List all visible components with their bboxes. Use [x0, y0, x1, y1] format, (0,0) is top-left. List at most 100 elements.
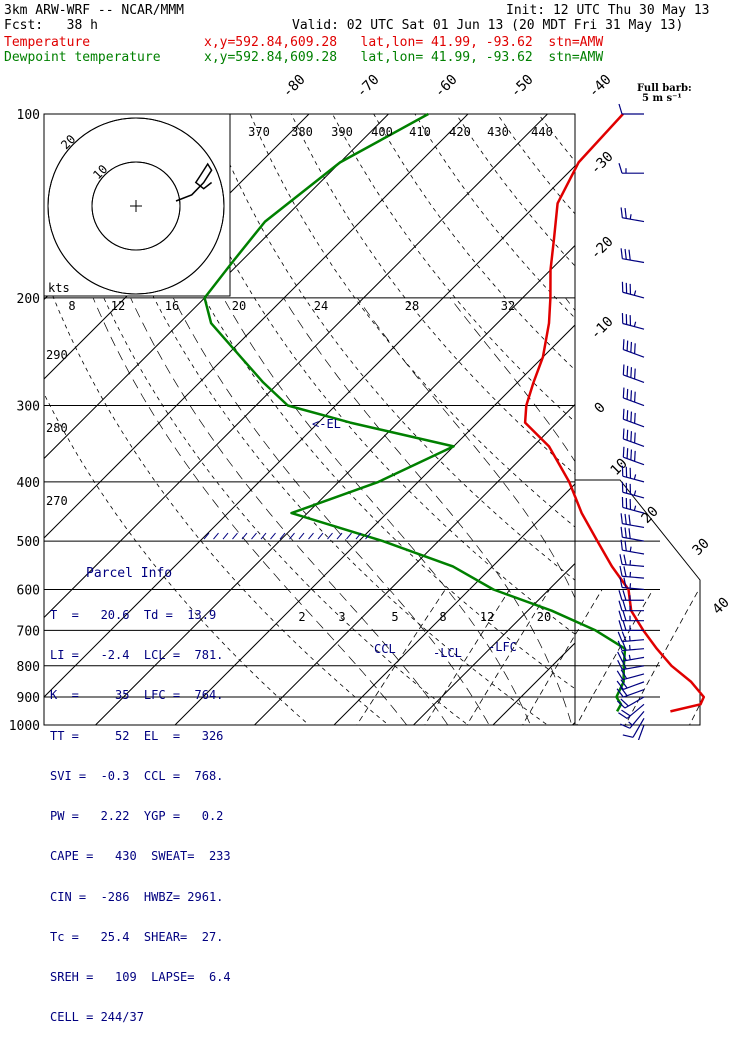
parcel-row: CELL = 244/37	[50, 1011, 231, 1024]
wind-barb	[621, 527, 644, 541]
theta-side-label: 290	[46, 348, 68, 362]
dewpoint-profile	[205, 114, 625, 711]
temperature-tick-label: -10	[588, 314, 617, 343]
pressure-tick-label: 900	[17, 691, 40, 706]
level-barb-tick	[290, 533, 295, 539]
level-barb-tick	[318, 533, 323, 539]
mixing-ratio-label: 20	[537, 610, 551, 624]
temperature-tick-label: -40	[586, 72, 615, 101]
dry-adiabat-line	[662, 114, 740, 738]
level-barb-tick	[233, 533, 238, 539]
isotherm-line	[414, 114, 740, 725]
mixing-ratio-label: 8	[439, 610, 446, 624]
moist-adiabat-line	[284, 298, 576, 738]
wind-barb	[619, 104, 644, 114]
temperature-tick-label: 0	[592, 400, 609, 417]
mixing-ratio-label: 12	[480, 610, 494, 624]
wind-barb	[621, 248, 644, 262]
temperature-tick-label: -30	[588, 149, 617, 178]
level-barb-tick	[309, 533, 314, 539]
theta-side-label: 280	[46, 421, 68, 435]
temperature-tick-label: 30	[690, 536, 713, 559]
moist-adiabat-line	[223, 298, 535, 738]
parcel-row: PW = 2.22 YGP = 0.2	[50, 810, 231, 823]
lcl-annotation: -LCL	[433, 646, 462, 660]
level-barb-tick	[328, 533, 333, 539]
parcel-row: T = 20.6 Td = 13.9	[50, 609, 231, 622]
parcel-row: K = 35 LFC = 764.	[50, 689, 231, 702]
isotherm-line	[573, 114, 740, 725]
mixing-ratio-label: 2	[298, 610, 305, 624]
level-barb-tick	[214, 533, 219, 539]
pressure-tick-label: 1000	[9, 719, 40, 734]
temperature-tick-label: 40	[710, 595, 733, 618]
speed-tick-label: 28	[405, 299, 419, 313]
parcel-info-panel: Parcel Info T = 20.6 Td = 13.9 LI = -2.4…	[50, 540, 231, 1051]
theta-label: 400	[371, 125, 393, 139]
speed-tick-label: 24	[314, 299, 328, 313]
level-barb-tick	[252, 533, 257, 539]
wind-barb	[618, 660, 644, 670]
pressure-tick-label: 400	[17, 476, 40, 491]
theta-label: 430	[487, 125, 509, 139]
ccl-annotation: CCL	[374, 642, 396, 656]
skewt-stage: 3km ARW-WRF -- NCAR/MMM Init: 12 UTC Thu…	[0, 0, 740, 740]
parcel-row: SREH = 109 LAPSE= 6.4	[50, 971, 231, 984]
temperature-profile	[525, 114, 704, 711]
plot-frame-extension	[575, 480, 700, 725]
parcel-row: CIN = -286 HWBZ= 2961.	[50, 891, 231, 904]
parcel-row: LI = -2.4 LCL = 781.	[50, 649, 231, 662]
wind-barb	[623, 428, 644, 446]
pressure-tick-label: 100	[17, 108, 40, 123]
isotherm-line	[493, 114, 740, 725]
speed-tick-label: 12	[111, 299, 125, 313]
wind-barb	[619, 163, 644, 173]
wind-barb	[623, 388, 644, 406]
level-barb-tick	[337, 533, 342, 539]
moist-adiabat-line	[695, 298, 740, 738]
hodograph-units: kts	[48, 281, 70, 295]
dry-adiabat-line	[703, 114, 740, 738]
dry-adiabat-line	[621, 114, 740, 738]
parcel-info-title: Parcel Info	[86, 567, 231, 580]
level-barb-tick	[242, 533, 247, 539]
temperature-tick-label: -60	[432, 72, 461, 101]
temperature-tick-label: -70	[354, 72, 383, 101]
theta-label: 390	[331, 125, 353, 139]
el-annotation: <-EL	[312, 417, 341, 431]
pressure-tick-label: 600	[17, 583, 40, 598]
wind-barb	[622, 282, 644, 298]
parcel-row: CAPE = 430 SWEAT= 233	[50, 850, 231, 863]
wind-barb	[622, 313, 644, 329]
isotherm-line	[652, 114, 740, 725]
isotherm-line	[732, 114, 740, 725]
parcel-row: TT = 52 EL = 326	[50, 730, 231, 743]
series-layer	[205, 114, 704, 711]
level-barb-tick	[271, 533, 276, 539]
theta-label: 420	[449, 125, 471, 139]
temperature-tick-label: -50	[508, 72, 537, 101]
pressure-tick-label: 800	[17, 660, 40, 675]
pressure-tick-label: 500	[17, 535, 40, 550]
moist-adiabat-line	[357, 298, 615, 738]
pressure-tick-label: 200	[17, 292, 40, 307]
speed-tick-label: 32	[501, 299, 515, 313]
temperature-tick-label: -20	[588, 234, 617, 263]
pressure-tick-label: 300	[17, 400, 40, 415]
wind-barbs	[204, 104, 644, 740]
mixing-ratio-line	[515, 590, 602, 738]
level-barb-tick	[347, 533, 352, 539]
temperature-tick-label: -80	[280, 72, 309, 101]
wind-barb	[622, 482, 644, 498]
wind-barb	[623, 339, 644, 357]
wind-barb	[623, 447, 644, 465]
theta-label: 370	[248, 125, 270, 139]
lfc-annotation: -LFC	[488, 640, 517, 654]
theta-label: 380	[291, 125, 313, 139]
wind-barb	[623, 364, 644, 382]
parcel-row: SVI = -0.3 CCL = 768.	[50, 770, 231, 783]
wind-barb	[618, 651, 644, 661]
wind-barb	[621, 540, 644, 554]
wind-barb	[620, 566, 644, 578]
dry-adiabat-line	[580, 114, 740, 738]
